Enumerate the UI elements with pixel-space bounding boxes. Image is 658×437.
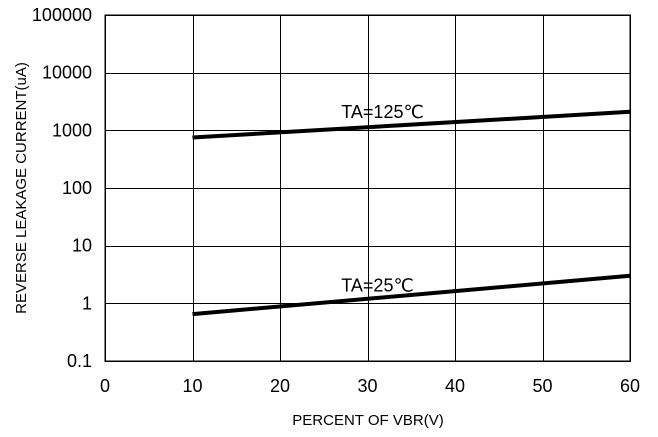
x-tick-label: 20 <box>270 376 290 396</box>
series-annotation-0: TA=125℃ <box>341 102 423 122</box>
series-line-1 <box>192 273 631 317</box>
series-lines <box>192 109 631 317</box>
y-axis-ticks: 0.1 1 10 100 1000 10000 100000 <box>32 5 92 371</box>
y-tick-label: 1 <box>82 293 92 313</box>
y-tick-label: 100 <box>62 178 92 198</box>
x-axis-ticks: 0 10 20 30 40 50 60 <box>100 376 640 396</box>
x-tick-label: 10 <box>182 376 202 396</box>
x-tick-label: 40 <box>445 376 465 396</box>
plot-frame <box>104 14 631 362</box>
y-tick-label: 10 <box>72 236 92 256</box>
x-tick-label: 50 <box>532 376 552 396</box>
y-tick-label: 100000 <box>32 5 92 25</box>
x-axis-label: PERCENT OF VBR(V) <box>292 412 443 429</box>
x-tick-label: 60 <box>620 376 640 396</box>
grid <box>105 15 631 362</box>
y-axis-label: REVERSE LEAKAGE CURRENT(uA) <box>13 62 30 314</box>
x-tick-label: 30 <box>357 376 377 396</box>
y-tick-label: 1000 <box>52 120 92 140</box>
x-tick-label: 0 <box>100 376 110 396</box>
series-annotation-1: TA=25℃ <box>341 276 413 296</box>
y-tick-label: 10000 <box>42 63 92 83</box>
series-annotations: TA=125℃ TA=25℃ <box>341 102 423 296</box>
series-line-0 <box>192 109 631 140</box>
y-tick-label: 0.1 <box>67 351 92 371</box>
